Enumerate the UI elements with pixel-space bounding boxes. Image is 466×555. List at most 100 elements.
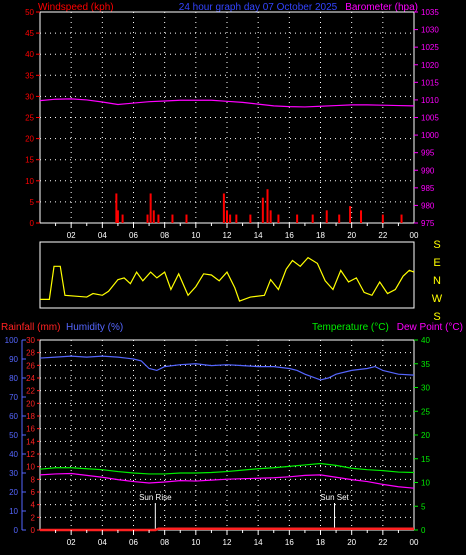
windspeed-tick-label: 10 [25, 177, 34, 186]
hour-tick-label: 04 [98, 231, 107, 240]
barometer-tick-label: 980 [421, 201, 435, 210]
windspeed-series [115, 189, 403, 223]
windspeed-bar [229, 214, 232, 223]
hour-tick-label: 18 [316, 538, 325, 547]
temperature-tick-label: 40 [421, 336, 430, 345]
humidity-tick-label: 20 [9, 488, 18, 497]
windspeed-bar [269, 210, 272, 223]
humidity-tick-label: 80 [9, 374, 18, 383]
windspeed-bar [115, 193, 118, 223]
hour-tick-label: 18 [316, 231, 325, 240]
hour-tick-label: 06 [129, 231, 138, 240]
windspeed-tick-label: 20 [25, 135, 34, 144]
rainfall-tick-label: 8 [31, 475, 36, 484]
rainfall-tick-label: 4 [31, 501, 36, 510]
rain-humidity-grid [40, 339, 415, 531]
hour-tick-label: 08 [160, 538, 169, 547]
windspeed-tick-label: 5 [30, 198, 35, 207]
temperature-tick-label: 0 [421, 526, 426, 535]
sun-annotations: Sun Rise Sun Set [139, 493, 350, 530]
hour-tick-label: 08 [160, 231, 169, 240]
windspeed-bar [222, 193, 225, 223]
hour-tick-label: 14 [254, 538, 263, 547]
hour-tick-label: 04 [98, 538, 107, 547]
sun-annotation-label: Sun Set [320, 493, 349, 502]
hour-tick-label: 20 [347, 538, 356, 547]
windspeed-bar [277, 214, 280, 223]
windspeed-bar [381, 214, 384, 223]
windspeed-tick-label: 40 [25, 50, 34, 59]
rainfall-tick-label: 26 [26, 361, 35, 370]
rainfall-tick-label: 20 [26, 399, 35, 408]
wind-barometer-panel: Windspeed (kph) 24 hour graph day 07 Oct… [25, 2, 439, 240]
rainfall-tick-label: 2 [31, 513, 36, 522]
barometer-series [39, 98, 415, 108]
windspeed-bar [149, 193, 152, 223]
windspeed-bar [152, 210, 155, 223]
hour-tick-label: 22 [378, 231, 387, 240]
temperature-tick-label: 10 [421, 479, 430, 488]
rainfall-tick-label: 28 [26, 349, 35, 358]
rain-humidity-hour-ticks: 02 04 06 08 10 12 14 16 18 20 22 00 [55, 530, 419, 547]
windspeed-tick-label: 45 [25, 29, 34, 38]
rainfall-tick-label: 22 [26, 387, 35, 396]
windspeed-bar [235, 214, 238, 223]
windspeed-bar [249, 214, 252, 223]
rainfall-tick-label: 12 [26, 450, 35, 459]
windspeed-bar [261, 197, 264, 223]
compass-label: W [432, 293, 443, 305]
barometer-tick-label: 1010 [421, 96, 439, 105]
barometer-ticks: 975 980 985 990 995 1000 1005 1010 1015 1020 1025 1… [414, 8, 439, 228]
humidity-axis-label: Humidity (%) [66, 322, 123, 333]
temperature-ticks: 0 5 10 15 20 25 30 35 40 [414, 336, 430, 535]
windspeed-bar [338, 214, 341, 223]
windspeed-axis-label: Windspeed (kph) [38, 2, 114, 13]
humidity-tick-label: 50 [9, 431, 18, 440]
windspeed-bar [121, 214, 124, 223]
temperature-tick-label: 35 [421, 360, 430, 369]
barometer-tick-label: 990 [421, 166, 435, 175]
hour-tick-label: 22 [378, 538, 387, 547]
temperature-tick-label: 5 [421, 502, 426, 511]
windspeed-bar [400, 214, 403, 223]
temperature-axis-label: Temperature (°C) [312, 322, 389, 333]
temperature-tick-label: 20 [421, 431, 430, 440]
windspeed-bar [349, 206, 352, 223]
wind-direction-line [40, 256, 415, 302]
wind-direction-frame [39, 241, 415, 309]
windspeed-tick-label: 15 [25, 156, 34, 165]
wind-direction-series [40, 256, 415, 302]
windspeed-tick-label: 35 [25, 71, 34, 80]
windspeed-tick-label: 25 [25, 114, 34, 123]
humidity-line [39, 355, 415, 381]
barometer-line [39, 98, 415, 108]
hour-tick-label: 10 [191, 231, 200, 240]
wind-barometer-grid [40, 11, 415, 224]
rainfall-tick-label: 14 [26, 437, 35, 446]
temperature-line [39, 462, 415, 475]
windspeed-bar [116, 210, 119, 223]
barometer-tick-label: 1020 [421, 61, 439, 70]
hour-tick-label: 12 [223, 231, 232, 240]
hour-tick-label: 02 [67, 231, 76, 240]
humidity-tick-label: 30 [9, 469, 18, 478]
humidity-tick-label: 100 [5, 336, 19, 345]
hour-tick-label: 14 [254, 231, 263, 240]
humidity-tick-label: 0 [14, 526, 19, 535]
barometer-tick-label: 995 [421, 149, 435, 158]
hour-tick-label: 16 [285, 231, 294, 240]
rainfall-tick-label: 16 [26, 425, 35, 434]
rainfall-tick-label: 0 [31, 526, 36, 535]
windspeed-tick-label: 0 [30, 219, 35, 228]
hour-tick-label: 16 [285, 538, 294, 547]
temperature-tick-label: 25 [421, 407, 430, 416]
hour-tick-label: 20 [347, 231, 356, 240]
compass-label: S [433, 311, 440, 323]
rainfall-tick-label: 30 [26, 336, 35, 345]
temperature-tick-label: 15 [421, 455, 430, 464]
humidity-ticks: 0 10 20 30 40 50 60 70 80 90 100 [5, 336, 26, 535]
windspeed-bar [296, 214, 299, 223]
